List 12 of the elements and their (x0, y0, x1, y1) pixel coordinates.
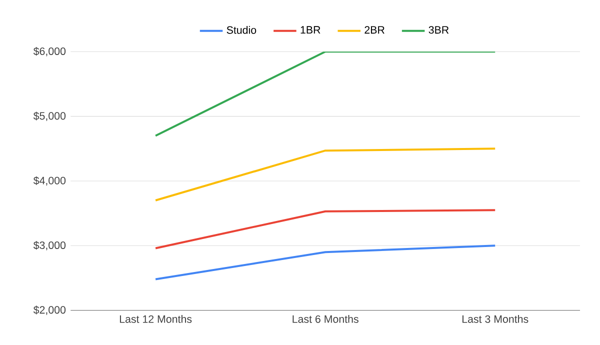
y-tick-label: $5,000 (33, 112, 66, 121)
x-tick-label: Last 3 Months (462, 315, 528, 323)
y-tick-label: $2,000 (33, 306, 66, 315)
legend-label: 1BR (300, 26, 320, 34)
y-tick-label: $3,000 (33, 241, 66, 250)
legend-label: Studio (226, 26, 256, 34)
legend-label: 2BR (364, 26, 384, 34)
x-tick-label: Last 6 Months (292, 315, 358, 323)
x-tick-label: Last 12 Months (120, 315, 192, 323)
y-tick-label: $4,000 (33, 176, 66, 186)
y-tick-label: $6,000 (33, 47, 66, 56)
legend-label: 3BR (428, 26, 449, 34)
